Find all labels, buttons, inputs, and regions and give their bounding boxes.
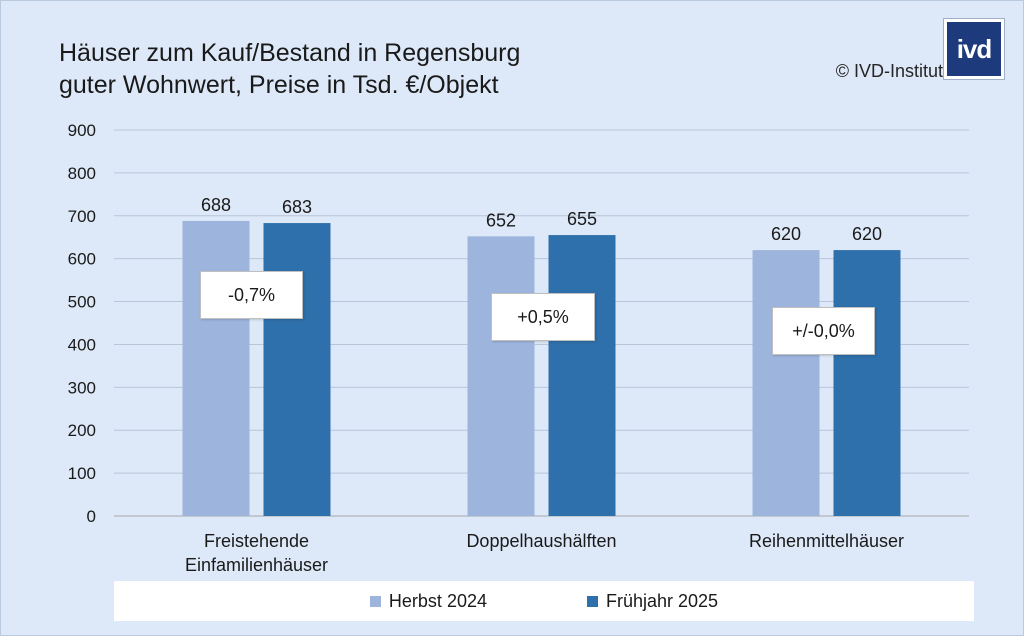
y-tick-label-0: 0 xyxy=(87,507,96,526)
legend-swatch-herbst-2024 xyxy=(369,595,381,607)
data-label-1-0: 683 xyxy=(282,197,312,217)
y-tick-label-500: 500 xyxy=(68,293,96,312)
y-tick-label-400: 400 xyxy=(68,335,96,354)
legend-swatch-fruehjahr-2025 xyxy=(586,595,598,607)
data-label-0-2: 620 xyxy=(771,224,801,244)
x-category-label-2-0: Reihenmittelhäuser xyxy=(749,531,904,551)
x-category-label-0-1: Einfamilienhäuser xyxy=(185,555,328,575)
legend-label-herbst-2024: Herbst 2024 xyxy=(388,590,487,611)
bar-fruehjahr-2025-2 xyxy=(833,250,901,517)
bar-herbst-2024-1 xyxy=(467,236,535,516)
chart-title-line-2: guter Wohnwert, Preise in Tsd. €/Objekt xyxy=(59,71,499,99)
bar-herbst-2024-2 xyxy=(752,250,820,517)
change-label-0: -0,7% xyxy=(200,271,303,319)
y-tick-label-800: 800 xyxy=(68,164,96,183)
y-tick-label-700: 700 xyxy=(68,207,96,226)
data-label-1-2: 620 xyxy=(852,224,882,244)
data-label-0-1: 652 xyxy=(486,210,516,230)
bar-herbst-2024-0 xyxy=(182,220,250,516)
y-tick-label-200: 200 xyxy=(68,421,96,440)
legend-label-fruehjahr-2025: Frühjahr 2025 xyxy=(605,590,719,611)
bar-fruehjahr-2025-0 xyxy=(263,223,331,516)
y-tick-label-100: 100 xyxy=(68,464,96,483)
legend-item-herbst-2024: Herbst 2024 xyxy=(369,590,487,612)
data-label-1-1: 655 xyxy=(567,209,597,229)
change-label-1: +0,5% xyxy=(491,293,595,341)
change-label-2: +/-0,0% xyxy=(772,307,875,355)
bar-fruehjahr-2025-1 xyxy=(548,235,616,517)
ivd-logo: ivd xyxy=(944,19,1004,79)
legend: Herbst 2024 Frühjahr 2025 xyxy=(114,581,974,621)
data-label-0-0: 688 xyxy=(201,195,231,215)
y-tick-label-600: 600 xyxy=(68,250,96,269)
chart-title-line-1: Häuser zum Kauf/Bestand in Regensburg xyxy=(59,39,521,67)
y-tick-label-900: 900 xyxy=(68,121,96,140)
x-category-label-1-0: Doppelhaushälften xyxy=(466,531,616,551)
legend-item-fruehjahr-2025: Frühjahr 2025 xyxy=(586,590,719,612)
copyright-note: © IVD-Institut xyxy=(835,61,943,81)
y-tick-label-300: 300 xyxy=(68,378,96,397)
x-category-label-0-0: Freistehende xyxy=(204,531,309,551)
